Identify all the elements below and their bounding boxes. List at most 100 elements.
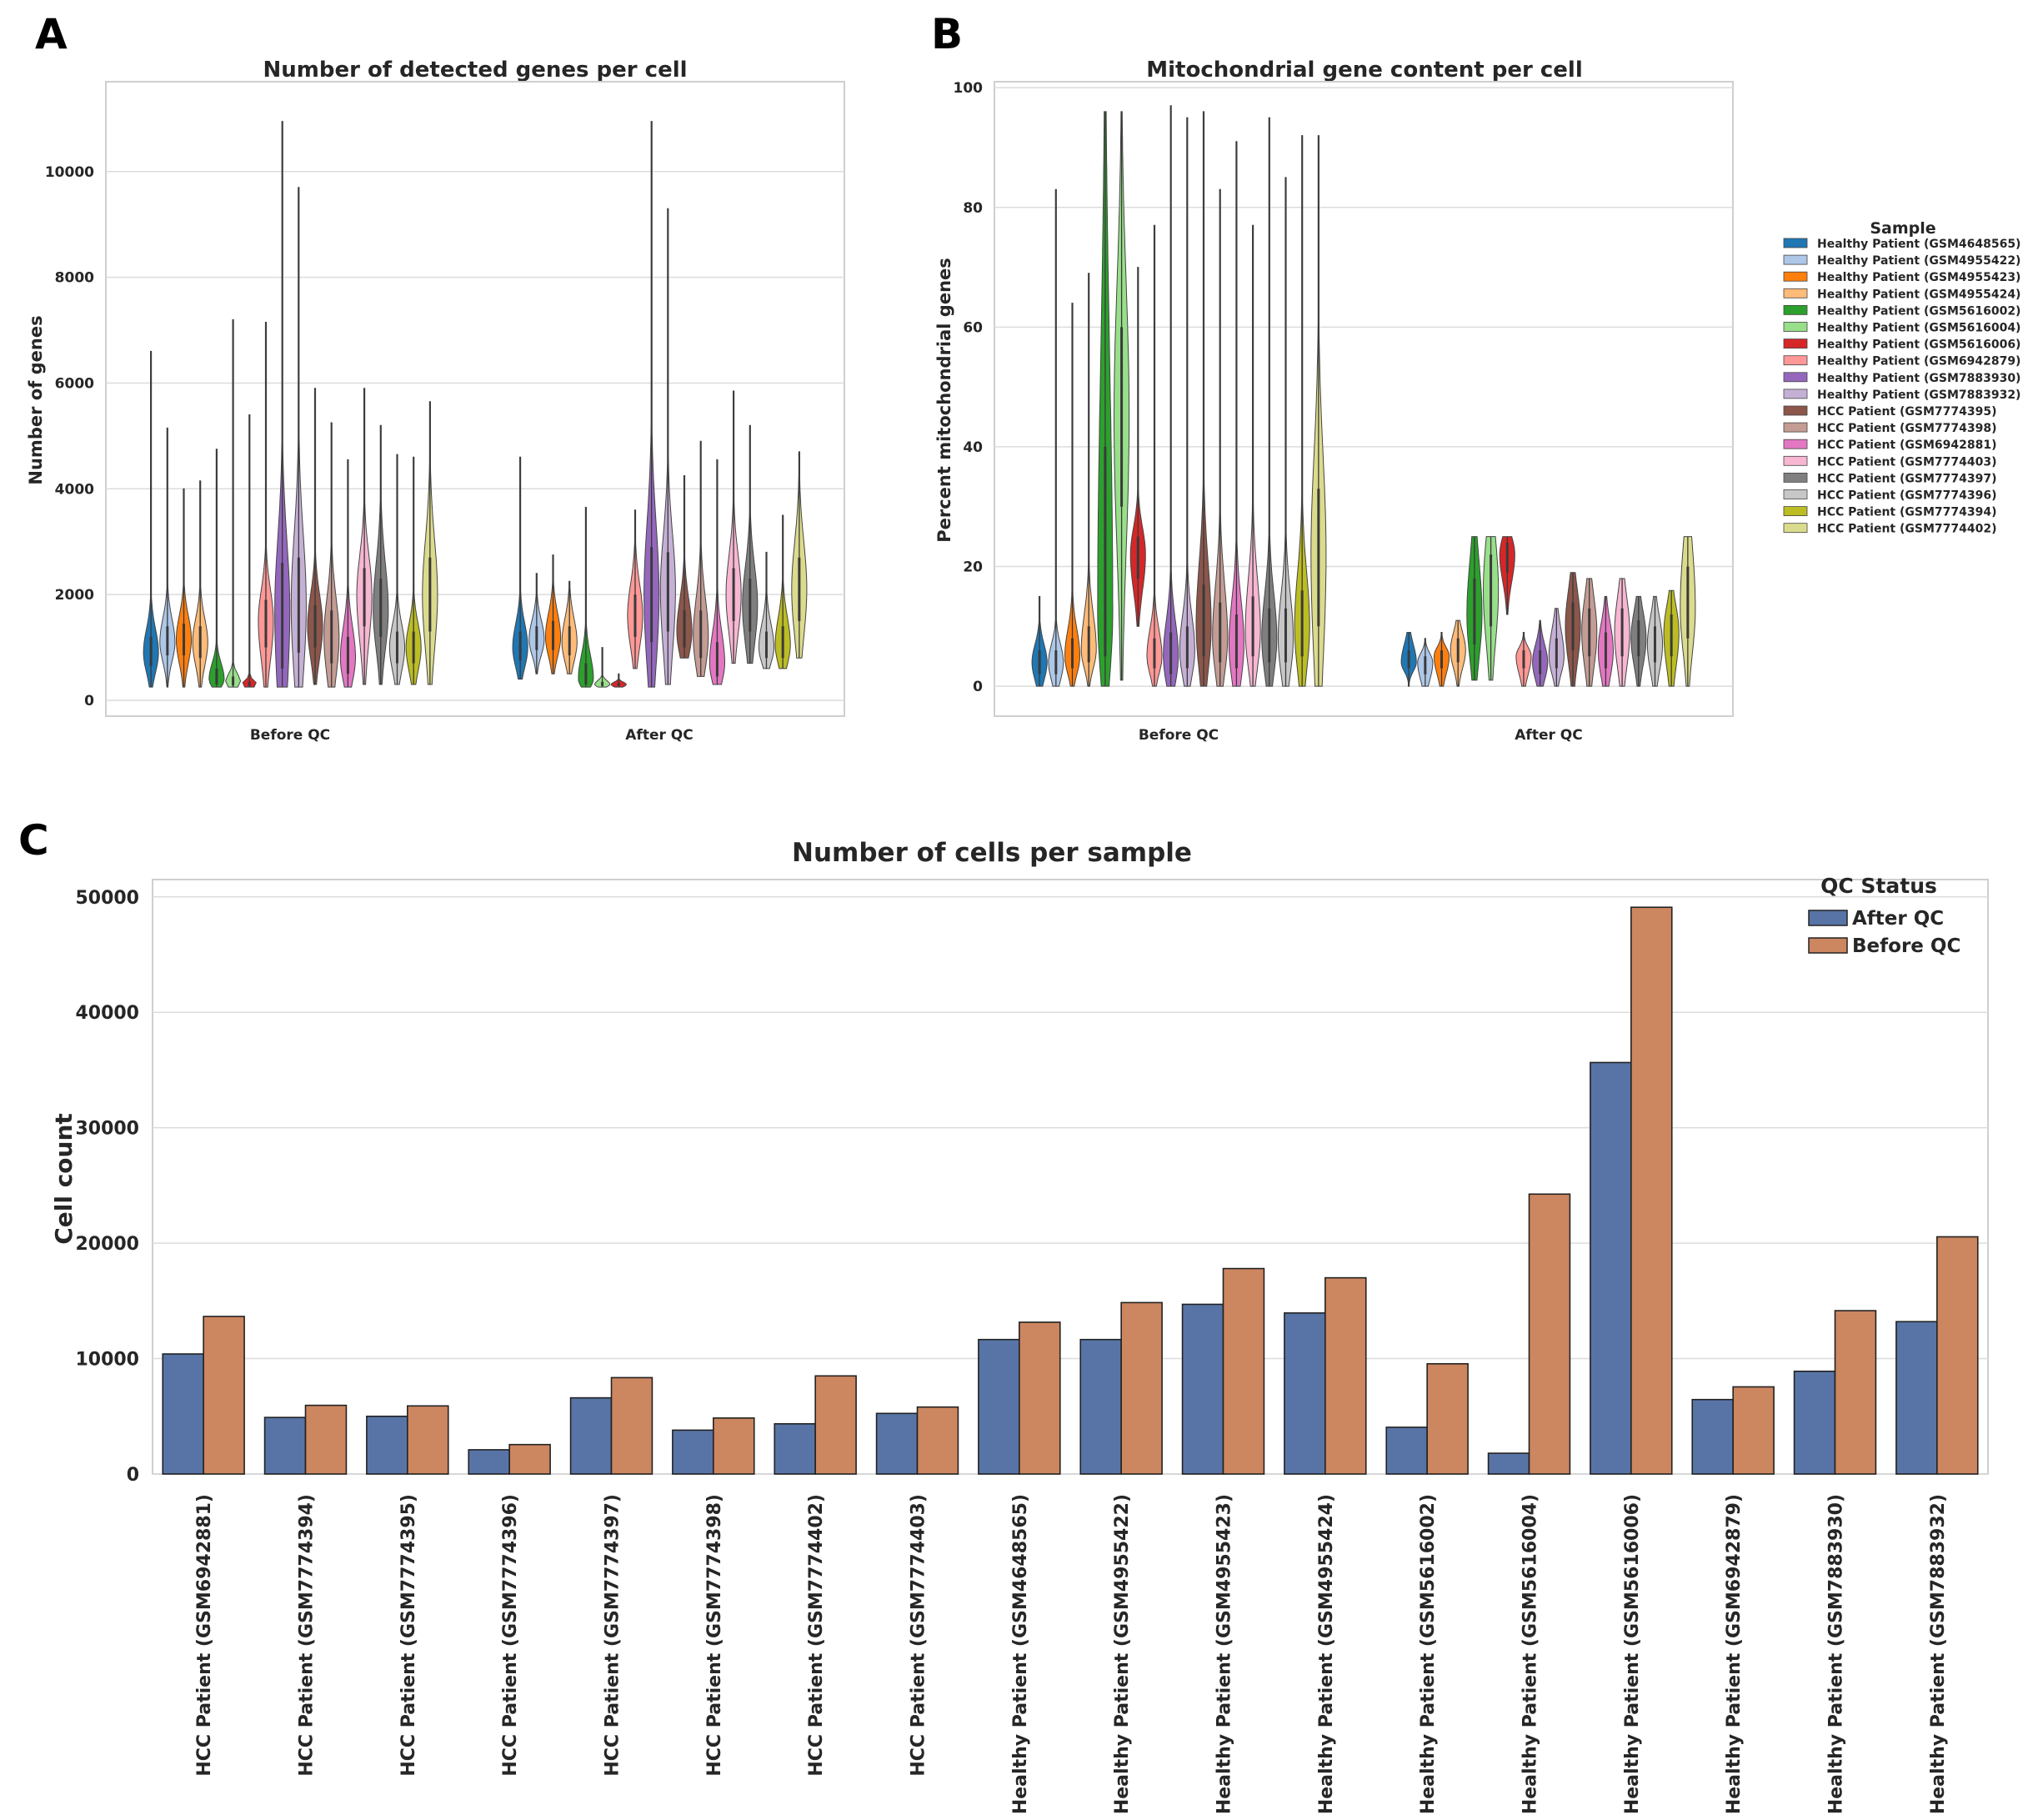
- panel-c-bar-before-5: [610, 1376, 653, 1475]
- panel-c-y-tick-label: 20000: [75, 1234, 139, 1255]
- panel-c-x-tick-label: HCC Patient (GSM7774396): [500, 1494, 521, 1777]
- panel-c-bar-before-18: [1936, 1236, 1979, 1475]
- panel-c-bar-after-16: [1691, 1398, 1734, 1475]
- panel-label-c: C: [18, 816, 49, 865]
- sample-legend-item-8: Healthy Patient (GSM6942879): [1817, 355, 2020, 369]
- sample-legend-swatch-4: [1783, 288, 1808, 298]
- panel-a-y-axis-label: Number of genes: [26, 315, 46, 484]
- panel-c-x-tick-label: Healthy Patient (GSM5616006): [1622, 1494, 1643, 1814]
- sample-legend-swatch-6: [1783, 322, 1808, 332]
- panel-c-bar-before-1: [203, 1316, 245, 1475]
- qc-legend-swatch-before: [1808, 937, 1848, 954]
- panel-c-x-tick-label: Healthy Patient (GSM4955424): [1316, 1494, 1337, 1814]
- panel-c-x-tick-label: HCC Patient (GSM7774403): [909, 1494, 929, 1777]
- sample-legend-swatch-11: [1783, 405, 1808, 416]
- panel-c-bar-before-14: [1528, 1193, 1571, 1475]
- panel-c-y-axis-label: Cell count: [50, 1113, 78, 1245]
- panel-c-bar-after-14: [1487, 1452, 1530, 1475]
- panel-b-y-tick-label: 20: [963, 559, 983, 576]
- panel-c-bar-before-16: [1732, 1386, 1775, 1475]
- panel-b-x-tick-before: Before QC: [1139, 727, 1219, 744]
- panel-b-y-tick-label: 40: [963, 439, 983, 456]
- panel-c-bar-after-12: [1284, 1312, 1326, 1475]
- sample-legend-swatch-14: [1783, 455, 1808, 466]
- panel-c-x-tick-label: Healthy Patient (GSM4955422): [1112, 1494, 1133, 1814]
- panel-c-x-tick-label: HCC Patient (GSM7774395): [398, 1494, 419, 1777]
- panel-b-y-axis-label: Percent mitochondrial genes: [934, 258, 954, 543]
- panel-c-bar-before-9: [1019, 1321, 1061, 1475]
- panel-a-plot-frame: [105, 81, 845, 717]
- sample-legend: Sample Healthy Patient (GSM4648565) Healt…: [1783, 219, 2020, 536]
- panel-c-bar-after-11: [1181, 1303, 1224, 1475]
- panel-c-x-tick-label: HCC Patient (GSM6942881): [194, 1494, 215, 1777]
- panel-c-bar-after-5: [569, 1396, 613, 1475]
- sample-legend-item-9: Healthy Patient (GSM7883930): [1817, 372, 2020, 385]
- panel-c-x-tick-label: Healthy Patient (GSM5616002): [1418, 1494, 1439, 1814]
- sample-legend-swatch-18: [1783, 523, 1808, 534]
- sample-legend-item-4: Healthy Patient (GSM4955424): [1817, 288, 2020, 301]
- panel-c-bar-after-13: [1385, 1426, 1428, 1475]
- panel-c-bar-chart: Number of cells per sample Cell count 0 1…: [50, 838, 1989, 1814]
- panel-a-y-tick-label: 8000: [55, 270, 94, 287]
- panel-a-y-tick-label: 4000: [55, 481, 94, 498]
- panel-c-bar-after-10: [1079, 1338, 1122, 1475]
- sample-legend-swatch-5: [1783, 304, 1808, 315]
- panel-label-b: B: [931, 10, 963, 58]
- panel-c-x-tick-label: Healthy Patient (GSM5616004): [1520, 1494, 1541, 1814]
- panel-c-title: Number of cells per sample: [792, 838, 1192, 868]
- panel-c-bar-before-8: [916, 1406, 959, 1475]
- sample-legend-item-1: Healthy Patient (GSM4648565): [1817, 238, 2020, 251]
- sample-legend-item-15: HCC Patient (GSM7774397): [1817, 472, 1996, 485]
- panel-c-bar-after-4: [468, 1449, 510, 1475]
- panel-c-bar-before-6: [713, 1417, 755, 1475]
- sample-legend-swatch-13: [1783, 439, 1808, 449]
- panel-c-bar-before-7: [814, 1375, 857, 1475]
- panel-c-bar-after-15: [1590, 1061, 1632, 1475]
- panel-c-y-tick-label: 10000: [75, 1350, 139, 1371]
- panel-b-x-tick-after: After QC: [1515, 727, 1582, 744]
- sample-legend-item-16: HCC Patient (GSM7774396): [1817, 489, 1996, 503]
- panel-b-y-tick-label: 0: [973, 679, 983, 695]
- panel-b-violin-chart: Mitochondrial gene content per cell Perc…: [934, 58, 1734, 744]
- panel-label-a: A: [35, 10, 68, 58]
- sample-legend-swatch-12: [1783, 422, 1808, 433]
- panel-c-bar-before-10: [1120, 1301, 1163, 1475]
- qc-legend-swatch-after: [1808, 910, 1848, 926]
- sample-legend-swatch-7: [1783, 338, 1808, 349]
- panel-c-bar-before-11: [1222, 1267, 1265, 1475]
- panel-b-y-tick-label: 60: [963, 319, 983, 336]
- qc-legend-item-after: After QC: [1852, 908, 1944, 930]
- panel-c-y-tick-label: 40000: [75, 1003, 139, 1024]
- sample-legend-item-18: HCC Patient (GSM7774402): [1817, 523, 1996, 536]
- sample-legend-item-14: HCC Patient (GSM7774403): [1817, 455, 1996, 469]
- panel-a-x-tick-before: Before QC: [250, 727, 330, 744]
- sample-legend-item-11: HCC Patient (GSM7774395): [1817, 405, 1996, 419]
- panel-c-x-tick-label: Healthy Patient (GSM6942879): [1724, 1494, 1745, 1814]
- panel-c-bar-before-3: [407, 1405, 449, 1475]
- sample-legend-swatch-3: [1783, 271, 1808, 282]
- panel-c-bar-after-6: [672, 1429, 714, 1475]
- sample-legend-title: Sample: [1870, 219, 1935, 238]
- panel-c-bar-before-4: [508, 1443, 551, 1475]
- sample-legend-swatch-2: [1783, 254, 1808, 265]
- panel-c-x-tick-label: Healthy Patient (GSM7883930): [1826, 1494, 1847, 1814]
- panel-a-y-tick-label: 2000: [55, 587, 94, 604]
- panel-c-bar-before-2: [304, 1404, 348, 1475]
- panel-c-bar-before-17: [1834, 1310, 1877, 1475]
- panel-c-x-tick-label: HCC Patient (GSM7774402): [806, 1494, 827, 1777]
- sample-legend-item-3: Healthy Patient (GSM4955423): [1817, 271, 2020, 284]
- sample-legend-swatch-15: [1783, 473, 1808, 483]
- sample-legend-item-10: Healthy Patient (GSM7883932): [1817, 389, 2020, 402]
- panel-c-bar-after-8: [875, 1412, 919, 1475]
- sample-legend-swatch-16: [1783, 489, 1808, 499]
- panel-a-violin-chart: Number of detected genes per cell Number…: [26, 58, 845, 744]
- sample-legend-item-12: HCC Patient (GSM7774398): [1817, 422, 1996, 435]
- panel-c-y-tick-label: 50000: [75, 888, 139, 909]
- sample-legend-swatch-1: [1783, 238, 1808, 248]
- panel-c-bar-before-13: [1426, 1362, 1469, 1475]
- panel-b-title: Mitochondrial gene content per cell: [1146, 58, 1583, 83]
- sample-legend-swatch-8: [1783, 355, 1808, 366]
- panel-c-bar-after-2: [263, 1416, 307, 1475]
- sample-legend-swatch-10: [1783, 389, 1808, 399]
